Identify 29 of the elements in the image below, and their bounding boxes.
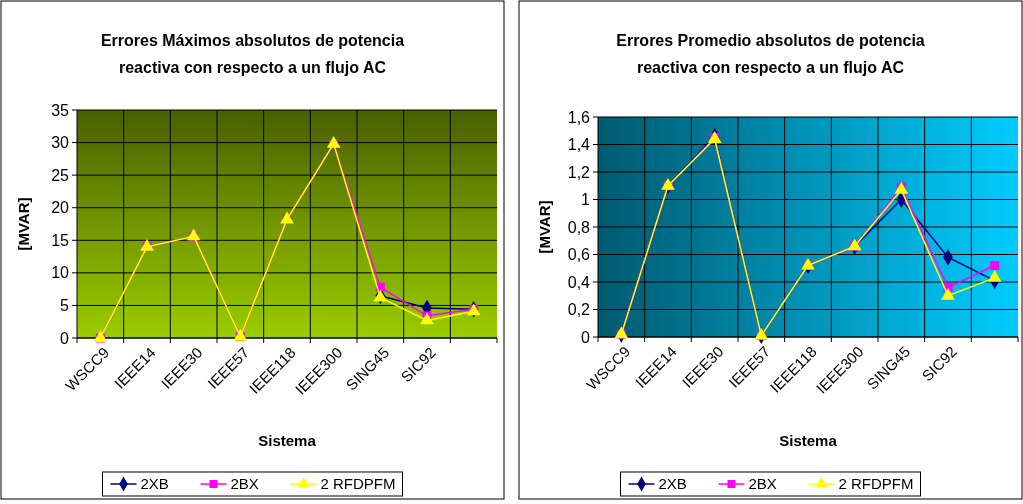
legend-label: 2 RFDPFM — [320, 475, 396, 493]
y-axis-title: [MVAR] — [536, 200, 553, 254]
y-tick-label: 5 — [60, 297, 70, 315]
legend-label: 2 RFDPFM — [838, 475, 914, 493]
y-tick-label: 0,2 — [567, 301, 591, 319]
y-tick-label: 30 — [51, 134, 70, 152]
x-axis-title: Sistema — [258, 432, 317, 449]
legend-label: 2XB — [658, 475, 687, 493]
y-tick-label: 0,8 — [567, 218, 591, 236]
y-tick-label: 0,6 — [567, 246, 591, 264]
y-axis-title: [MVAR] — [15, 197, 32, 251]
x-axis-title: Sistema — [779, 432, 838, 449]
y-tick-label: 1,2 — [567, 163, 591, 181]
y-tick-label: 35 — [51, 101, 70, 119]
legend-label: 2BX — [230, 475, 259, 493]
y-tick-label: 25 — [51, 166, 70, 184]
y-tick-label: 20 — [51, 199, 70, 217]
y-tick-label: 0 — [60, 329, 70, 347]
chart-title: Errores Máximos absolutos de potencia reactiva con respecto a un flujo AC — [100, 32, 405, 76]
y-tick-label: 0,4 — [567, 273, 591, 291]
y-tick-label: 1,4 — [567, 136, 591, 154]
y-tick-label: 1,6 — [567, 108, 591, 126]
y-tick-label: 1 — [581, 191, 591, 209]
y-tick-label: 10 — [51, 264, 70, 282]
legend-label: 2XB — [140, 475, 169, 493]
y-tick-label: 0 — [581, 328, 591, 346]
y-tick-label: 15 — [51, 231, 70, 249]
chart-title: Errores Promedio absolutos de potencia reactiva con respecto a un flujo AC — [616, 32, 925, 76]
legend-label: 2BX — [748, 475, 777, 493]
